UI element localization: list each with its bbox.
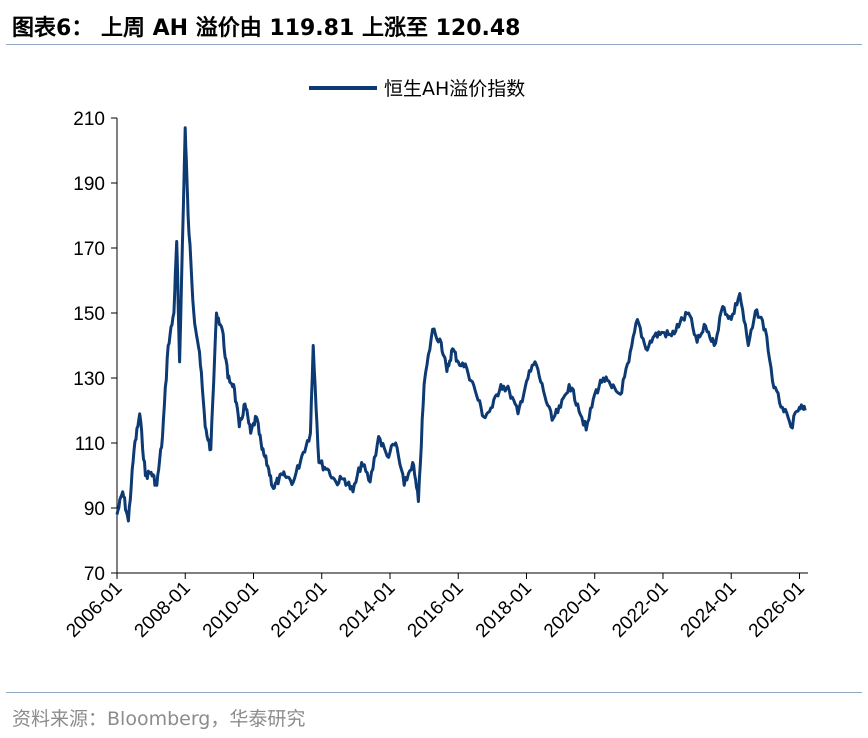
y-tick-label: 130 xyxy=(73,369,105,390)
x-tick-label: 2020-01 xyxy=(540,578,604,642)
figure-title: 图表6： 上周 AH 溢价由 119.81 上涨至 120.48 xyxy=(12,16,521,41)
x-axis: 2006-01 2008-01 2010-01 2012-01 2014-01 2016-… xyxy=(62,572,809,642)
legend-label: 恒生AH溢价指数 xyxy=(384,78,525,100)
x-tick-label: 2006-01 xyxy=(62,578,126,642)
x-ticks: 2006-01 2008-01 2010-01 2012-01 2014-01 2016-… xyxy=(62,573,809,642)
footer-divider xyxy=(6,692,862,693)
y-tick-label: 110 xyxy=(75,434,105,455)
x-tick-label: 2026-01 xyxy=(745,578,809,642)
x-tick-label: 2024-01 xyxy=(677,578,741,642)
y-tick-label: 150 xyxy=(73,304,105,325)
y-tick-label: 210 xyxy=(73,109,105,130)
y-tick-label: 90 xyxy=(84,499,105,520)
y-axis: 70 90 110 130 150 170 190 210 xyxy=(73,109,118,585)
y-tick-label: 70 xyxy=(84,564,105,585)
y-tick-label: 190 xyxy=(73,174,105,195)
source-note: 资料来源：Bloomberg，华泰研究 xyxy=(12,708,306,730)
x-tick-label: 2012-01 xyxy=(267,578,331,642)
legend: 恒生AH溢价指数 xyxy=(309,78,525,100)
title-divider xyxy=(6,44,862,45)
y-tick-label: 170 xyxy=(73,239,105,260)
y-ticks: 70 90 110 130 150 170 190 210 xyxy=(73,109,117,585)
x-tick-label: 2010-01 xyxy=(199,578,263,642)
x-tick-label: 2018-01 xyxy=(472,578,536,642)
x-tick-label: 2016-01 xyxy=(404,578,468,642)
x-tick-label: 2022-01 xyxy=(608,578,672,642)
x-tick-label: 2014-01 xyxy=(335,578,399,642)
series-line xyxy=(115,126,807,523)
x-tick-label: 2008-01 xyxy=(131,578,195,642)
